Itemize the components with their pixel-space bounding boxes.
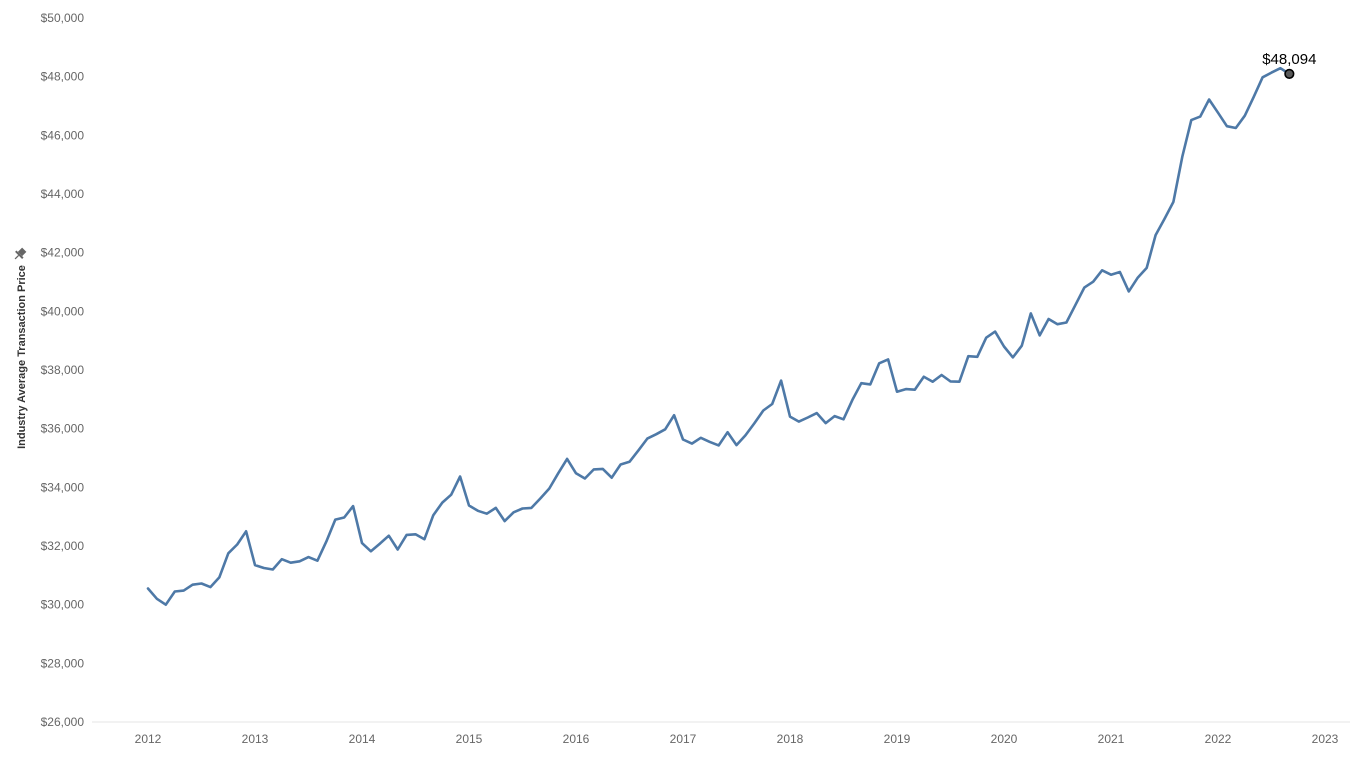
y-tick-label: $44,000 bbox=[41, 187, 85, 201]
x-tick-label: 2023 bbox=[1312, 732, 1339, 746]
y-tick-label: $30,000 bbox=[41, 598, 85, 612]
x-tick-label: 2012 bbox=[135, 732, 162, 746]
x-tick-label: 2013 bbox=[242, 732, 269, 746]
y-tick-label: $36,000 bbox=[41, 422, 85, 436]
x-tick-label: 2014 bbox=[349, 732, 376, 746]
x-tick-label: 2021 bbox=[1098, 732, 1125, 746]
y-tick-label: $50,000 bbox=[41, 11, 85, 25]
y-tick-label: $40,000 bbox=[41, 304, 85, 318]
series-group bbox=[146, 66, 1291, 607]
y-tick-label: $38,000 bbox=[41, 363, 85, 377]
y-tick-label: $28,000 bbox=[41, 656, 85, 670]
y-tick-label: $26,000 bbox=[41, 715, 85, 729]
y-tick-label: $34,000 bbox=[41, 480, 85, 494]
y-tick-label: $46,000 bbox=[41, 128, 85, 142]
annotation-group: $48,094 bbox=[1262, 51, 1316, 80]
x-tick-label: 2015 bbox=[456, 732, 483, 746]
x-tick-label: 2017 bbox=[670, 732, 697, 746]
x-axis-ticks: 2012 2013 2014 2015 2016 2017 2018 2019 2020 2021… bbox=[135, 732, 1339, 746]
pin-icon[interactable] bbox=[12, 246, 28, 262]
y-tick-label: $32,000 bbox=[41, 539, 85, 553]
x-tick-label: 2018 bbox=[777, 732, 804, 746]
y-tick-label: $48,000 bbox=[41, 70, 85, 84]
y-tick-label: $42,000 bbox=[41, 246, 85, 260]
end-point-label: $48,094 bbox=[1262, 51, 1316, 68]
series-line bbox=[146, 66, 1291, 607]
x-tick-label: 2022 bbox=[1205, 732, 1232, 746]
end-point-marker[interactable] bbox=[1284, 68, 1295, 80]
y-axis-ticks: $26,000 $28,000 $30,000 $32,000 $34,000 $36,0… bbox=[41, 11, 85, 729]
x-tick-label: 2019 bbox=[884, 732, 911, 746]
x-tick-label: 2016 bbox=[563, 732, 590, 746]
y-axis-title: Industry Average Transaction Price bbox=[16, 265, 28, 449]
x-tick-label: 2020 bbox=[991, 732, 1018, 746]
